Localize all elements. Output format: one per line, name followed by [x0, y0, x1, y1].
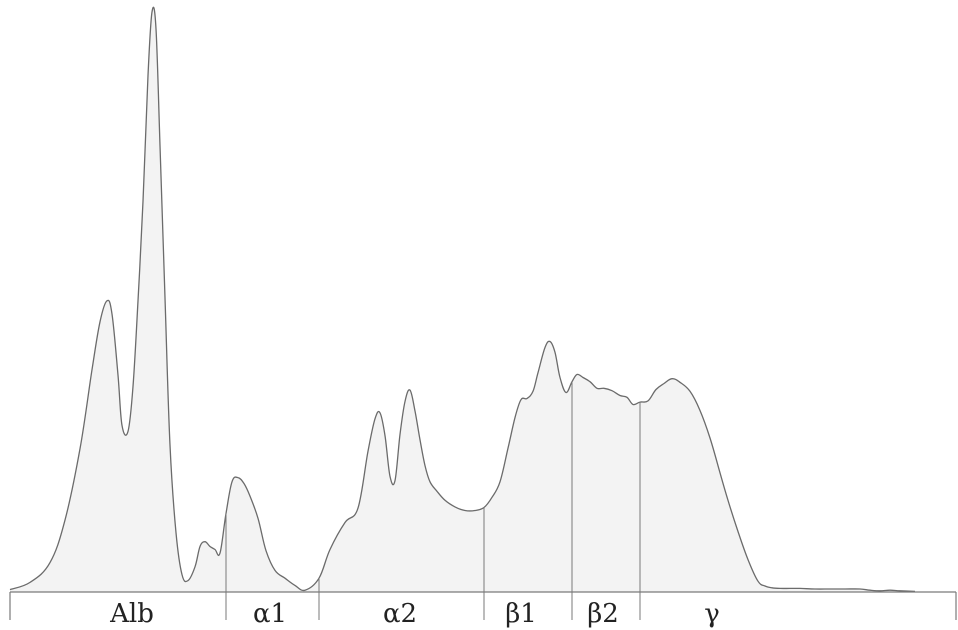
- fraction-label-1: Alb: [109, 599, 154, 629]
- fraction-label-3: α2: [383, 599, 417, 629]
- fraction-label-2: α1: [253, 599, 287, 629]
- fraction-label-6: γ: [704, 599, 720, 629]
- curve-line: [9, 6, 916, 593]
- fraction-label-5: β2: [587, 599, 619, 629]
- fraction-labels: Alb α1 α2 β1 β2 γ: [109, 599, 720, 629]
- curve-area: [10, 7, 915, 593]
- fraction-label-4: β1: [505, 599, 537, 629]
- plot-area: [9, 6, 957, 620]
